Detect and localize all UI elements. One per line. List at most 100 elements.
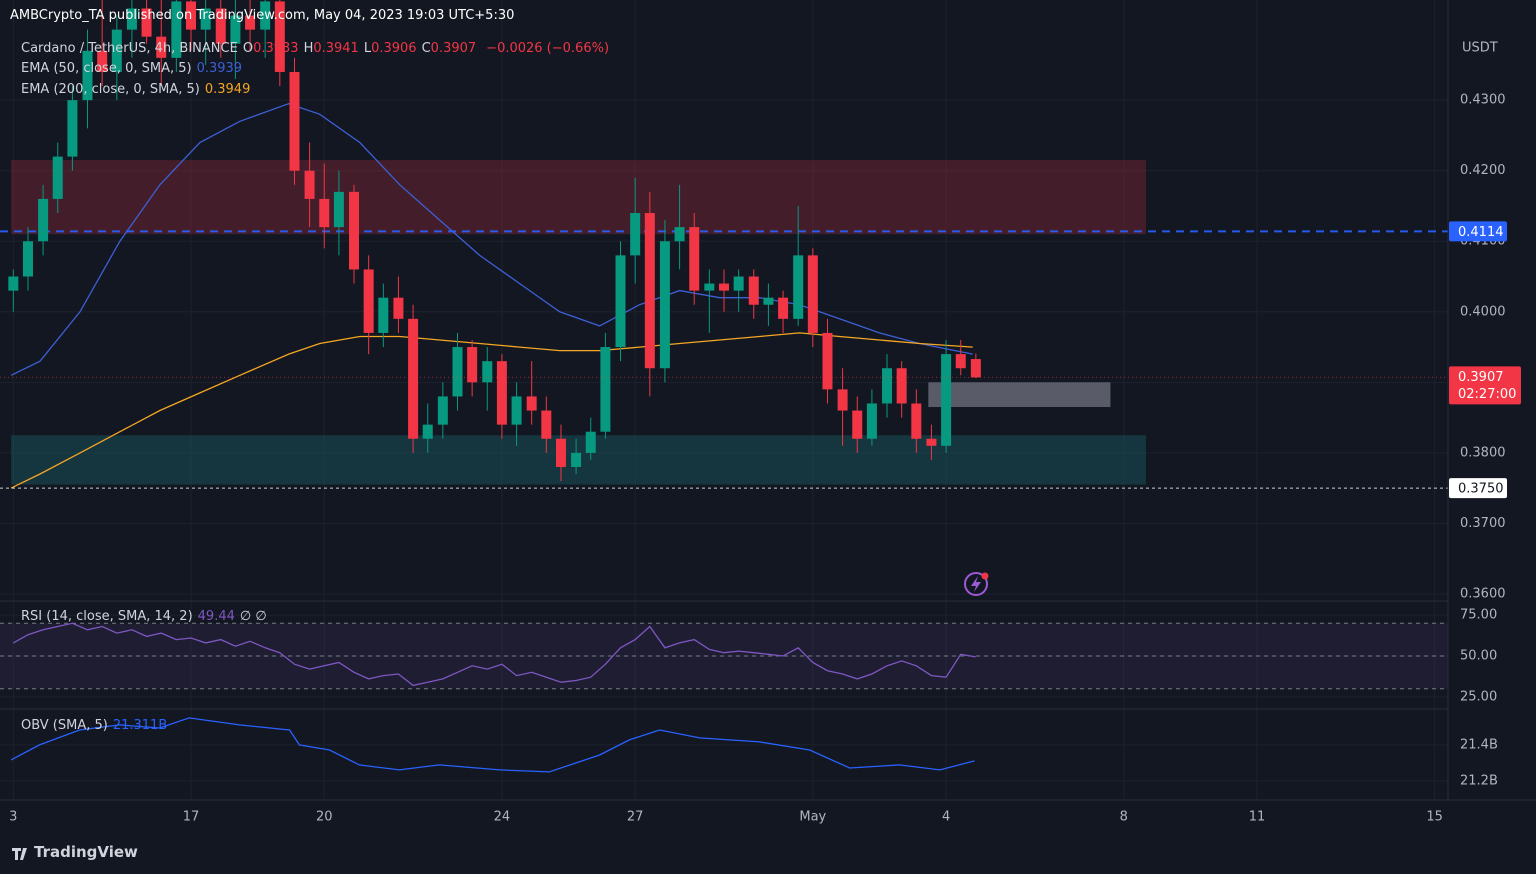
candle-body: [511, 396, 522, 425]
candle-body: [615, 255, 626, 348]
candle-body: [171, 1, 182, 58]
candle-body: [600, 347, 611, 432]
candle-body: [141, 8, 152, 37]
ohlc-value: 0.3907: [430, 41, 477, 56]
candle-body: [245, 15, 256, 30]
x-tick-label: 4: [942, 810, 950, 825]
candle-body: [526, 396, 537, 411]
x-tick-label: 20: [316, 810, 333, 825]
ohlc: O0.3933 H0.3941 L0.3906 C0.3907: [243, 41, 481, 56]
ohlc-value: 0.3906: [371, 41, 417, 56]
candle-body: [260, 1, 271, 30]
candle-body: [111, 29, 122, 72]
last-price-bg: [1449, 366, 1521, 405]
candle-body: [437, 396, 448, 425]
y-tick-label: 0.4000: [1460, 304, 1506, 319]
last-price-label: 0.3907: [1458, 370, 1504, 385]
candle-body: [349, 191, 360, 270]
symbol: Cardano / TetherUS, 4h, BINANCE: [21, 41, 238, 56]
candle-body: [866, 403, 877, 439]
ema-name: EMA (200, close, 0, SMA, 5): [21, 82, 200, 97]
candle-body: [659, 241, 670, 369]
ema200-legend: EMA (200, close, 0, SMA, 5) 0.3949: [21, 82, 255, 97]
candle-body: [896, 368, 907, 404]
x-tick-label: 17: [183, 810, 200, 825]
candle-body: [689, 227, 700, 291]
candle-body: [941, 354, 952, 446]
rsi-legend: RSI (14, close, SMA, 14, 2) 49.44 ∅ ∅: [21, 609, 272, 624]
ohlc-label: O: [242, 41, 254, 56]
level-label: 0.3750: [1458, 482, 1504, 497]
obv-legend: OBV (SMA, 5) 21.311B: [21, 718, 172, 733]
candle-body: [571, 452, 582, 467]
candle-body: [393, 297, 404, 319]
candle-body: [763, 297, 774, 305]
axes: 3 17 20 24 27 May 4 8 11 15 0.3600 0.3700 0.3800 0.39…: [9, 93, 1521, 825]
ohlc-value: 0.3933: [253, 41, 299, 56]
candle-body: [304, 170, 315, 199]
candle-body: [644, 213, 655, 369]
ohlc-label: H: [303, 41, 314, 56]
x-tick-label: May: [799, 810, 826, 825]
candle-body: [378, 297, 389, 333]
candle-body: [585, 431, 596, 453]
unit-label: USDT: [1462, 41, 1498, 56]
ema50-legend: EMA (50, close, 0, SMA, 5) 0.3939: [21, 61, 247, 76]
y-tick-label: 0.3700: [1460, 516, 1506, 531]
footer-brand: TradingView: [34, 843, 138, 861]
marks: [0, 0, 1448, 773]
obv-value: 21.311B: [112, 718, 168, 733]
candle-body: [452, 347, 463, 397]
candle-body: [333, 191, 344, 228]
x-tick-label: 15: [1426, 810, 1443, 825]
candle-body: [126, 8, 137, 30]
y-tick-label: 0.4300: [1460, 93, 1506, 108]
candle-body: [363, 269, 374, 333]
rsi-extra: ∅ ∅: [239, 609, 267, 624]
candle-body: [274, 1, 285, 72]
candle-body: [793, 255, 804, 319]
ema-value: 0.3949: [204, 82, 251, 97]
candle-body: [541, 410, 552, 439]
candle-body: [185, 1, 196, 30]
candle-body: [408, 318, 419, 439]
x-tick-label: 3: [9, 810, 17, 825]
y-tick-label: 21.4B: [1460, 737, 1498, 752]
candle-body: [97, 50, 108, 72]
zone: [11, 160, 1146, 235]
y-tick-label: 21.2B: [1460, 773, 1498, 788]
level-label-bg: [1449, 478, 1507, 499]
indicator-line: [10, 717, 975, 773]
candle-body: [704, 283, 715, 291]
ema-line: [10, 332, 973, 489]
candle-body: [748, 276, 759, 305]
candle-body: [319, 198, 330, 228]
candle-body: [496, 361, 507, 425]
ohlc-label: C: [421, 41, 431, 56]
candle-body: [852, 410, 863, 439]
candle-body: [733, 276, 744, 291]
candle-body: [807, 255, 818, 333]
alert-icon[interactable]: [964, 572, 989, 596]
tv-logo: [12, 848, 27, 860]
x-tick-label: 24: [494, 810, 511, 825]
candle-body: [778, 297, 789, 319]
y-tick-label: 0.3600: [1460, 586, 1506, 601]
candle-body: [719, 283, 729, 291]
candle-body: [555, 438, 566, 467]
y-tick-label: 0.3800: [1460, 445, 1506, 460]
x-tick-label: 27: [627, 810, 644, 825]
rsi-name: RSI (14, close, SMA, 14, 2): [21, 609, 193, 624]
y-tick-label: 75.00: [1460, 608, 1497, 623]
candle-body: [8, 276, 19, 291]
y-tick-label: 50.00: [1460, 648, 1497, 663]
publish-header: AMBCrypto_TA published on TradingView.co…: [10, 8, 515, 23]
candle-body: [482, 361, 493, 383]
candle-body: [289, 71, 300, 171]
candle-body: [970, 359, 981, 378]
y-tick-label: 0.4200: [1460, 163, 1506, 178]
candle-body: [38, 198, 49, 242]
candle-body: [422, 424, 433, 439]
